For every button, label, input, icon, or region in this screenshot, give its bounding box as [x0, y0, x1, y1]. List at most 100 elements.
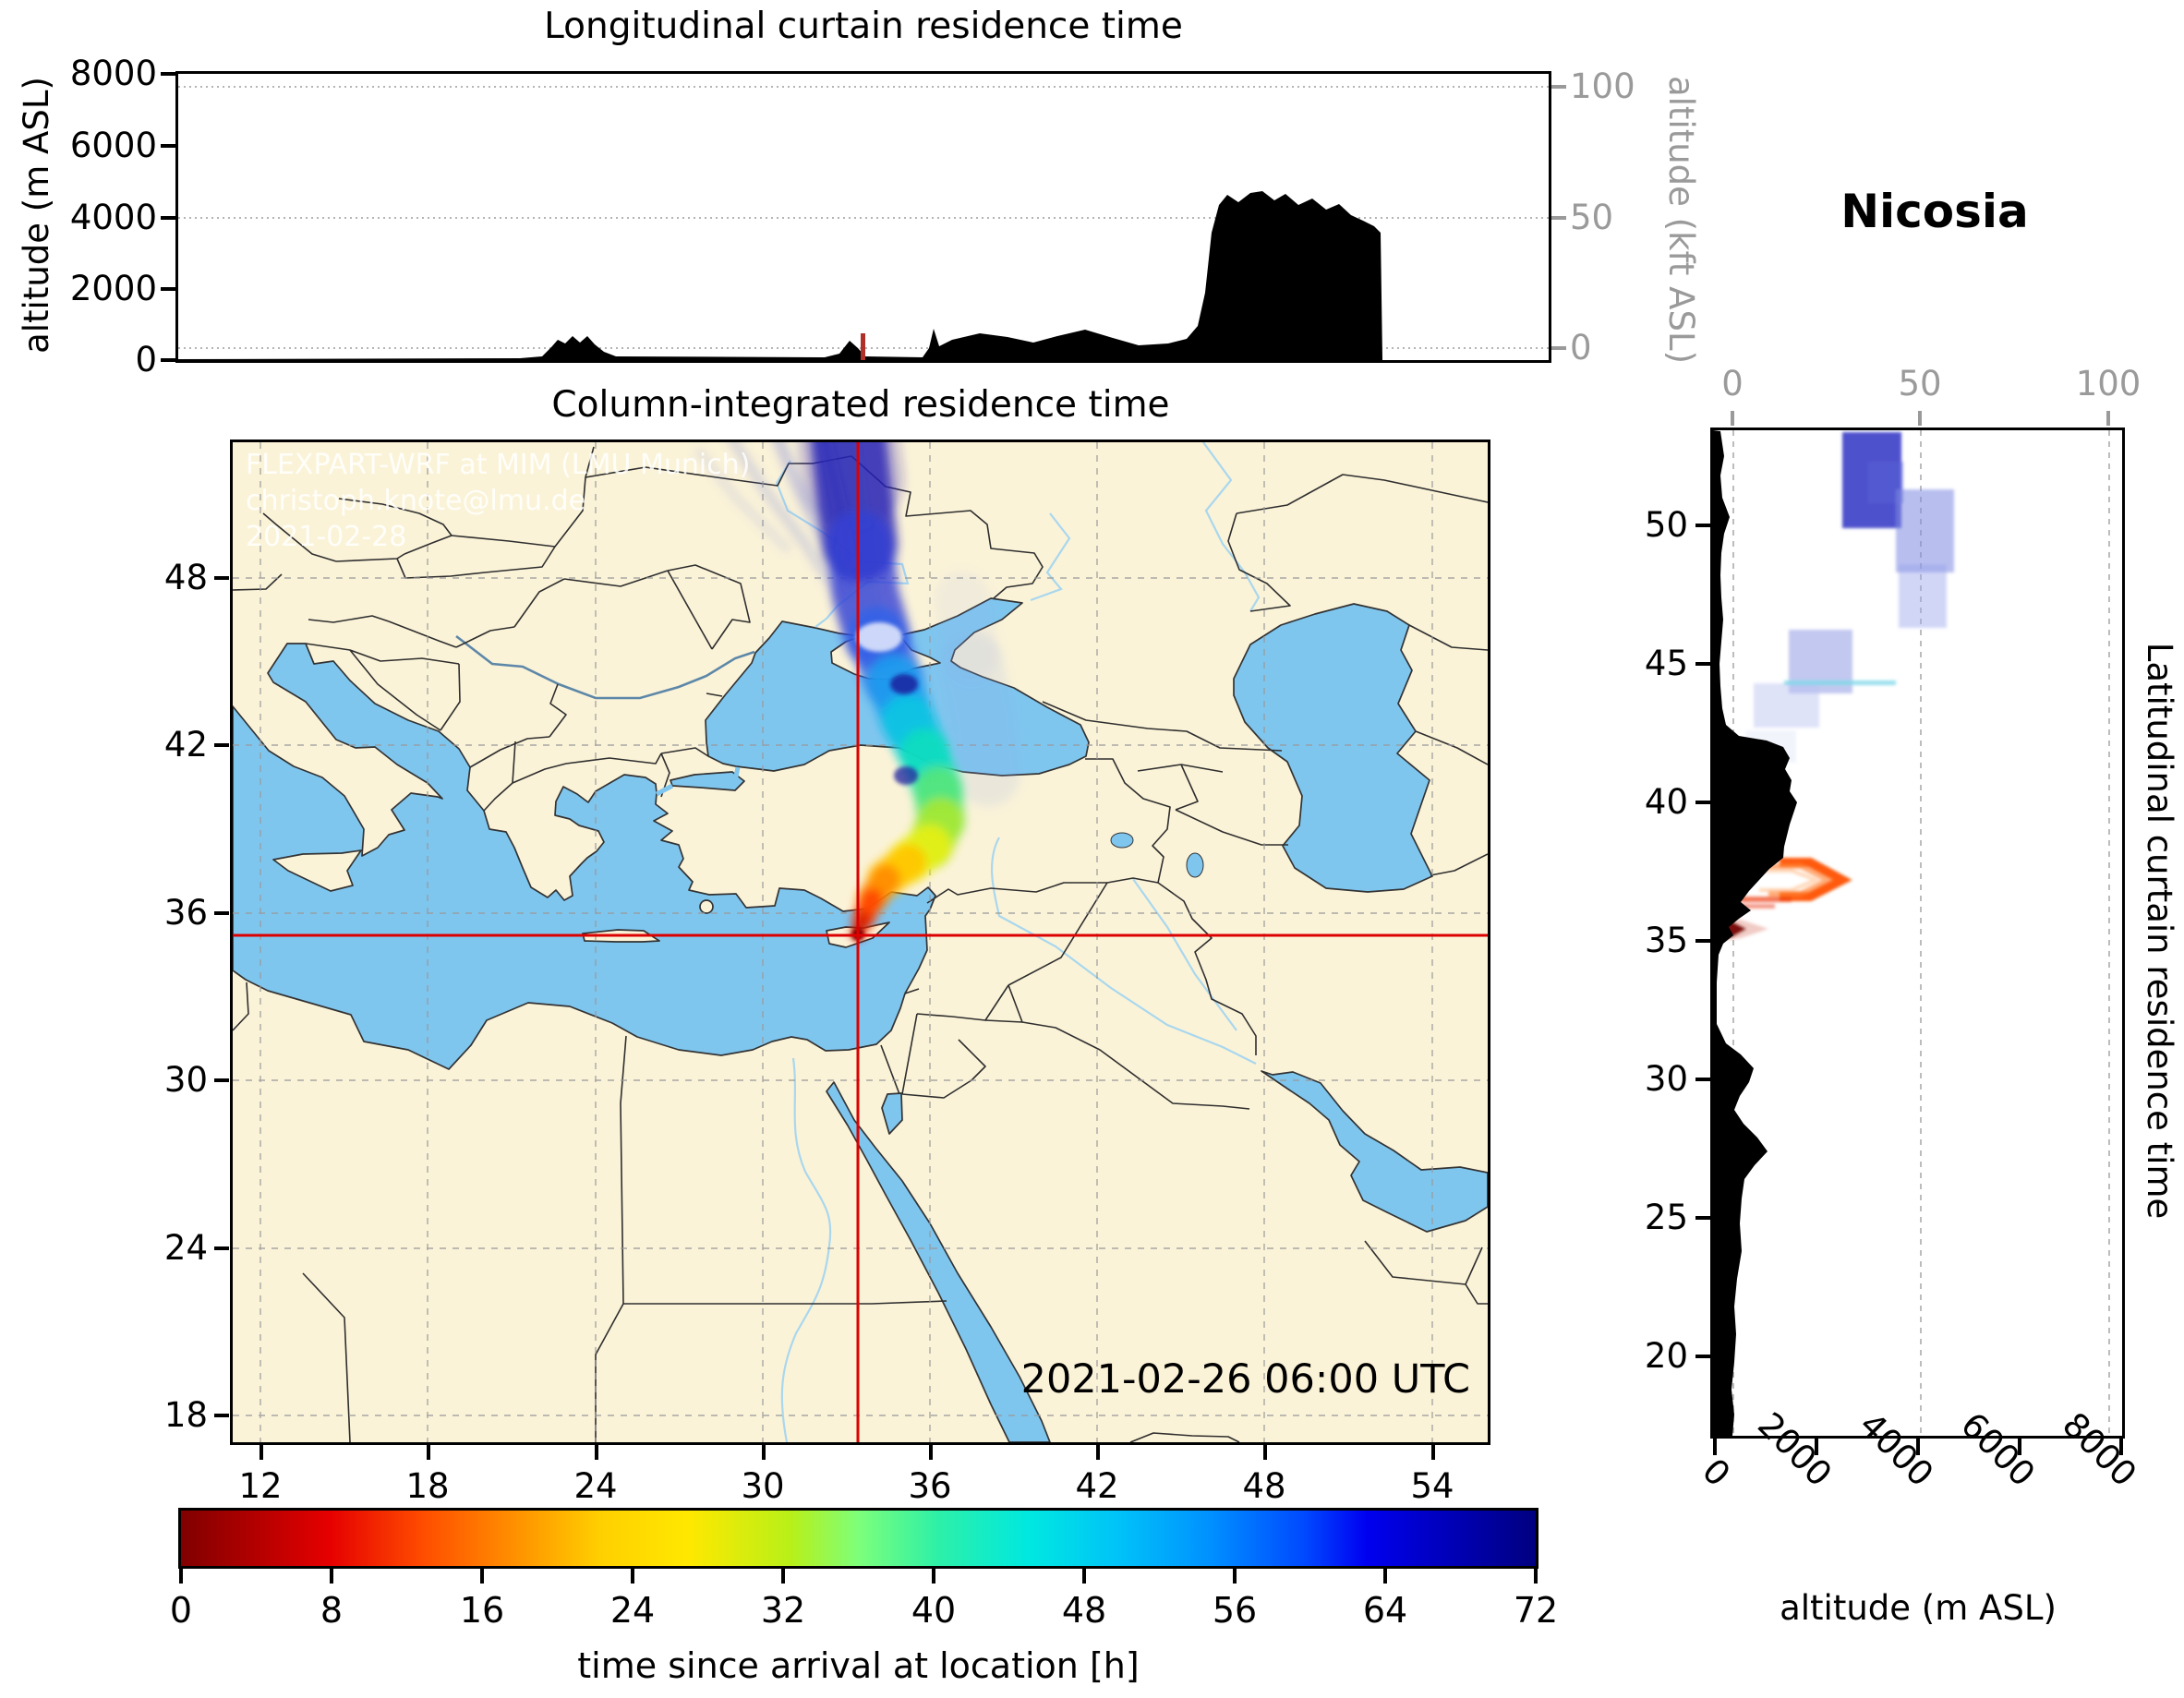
rp-ytickmark: [1695, 662, 1710, 666]
watermark-line-2: christoph.knote@lmu.de: [246, 485, 586, 517]
rp-toptickmark: [1731, 411, 1734, 426]
terrain-silhouette-longitudinal: [178, 191, 1382, 360]
crosshair: [233, 442, 1488, 1442]
map-xtick-24: 24: [573, 1466, 618, 1506]
rp-ytickmark: [1695, 801, 1710, 804]
cb-tickmark: [1383, 1569, 1387, 1584]
rp-toptickmark: [1918, 411, 1922, 426]
patch-blue-62h: [1896, 489, 1954, 572]
tp-ytick-right-0: 0: [1570, 328, 1592, 367]
cb-tick-8: 8: [320, 1590, 344, 1631]
cb-tick-16: 16: [459, 1590, 505, 1631]
map-xtick-12: 12: [238, 1466, 283, 1506]
rp-xtickmark: [1815, 1439, 1818, 1455]
rp-ytickmark: [1695, 1355, 1710, 1358]
rp-right-label: Latitudinal curtain residence time: [2140, 642, 2179, 1220]
patch-cyan-line: [1784, 680, 1896, 685]
map-ytick-42: 42: [163, 725, 208, 765]
map-xtick-18: 18: [405, 1466, 450, 1506]
map-xtick-54: 54: [1410, 1466, 1454, 1506]
rp-xtickmark: [1713, 1439, 1717, 1455]
map-ytick-36: 36: [163, 893, 208, 933]
rivers: [455, 442, 1261, 1442]
cb-tickmark: [932, 1569, 935, 1584]
dnieper-river: [775, 460, 910, 628]
rp-residence-patches: [1713, 432, 1954, 942]
patch-blue-58h: [1899, 564, 1947, 628]
cb-tickmark: [1534, 1569, 1538, 1584]
cb-tick-72: 72: [1513, 1590, 1559, 1631]
terrain-silhouette-latitudinal: [1713, 430, 1797, 1436]
rp-ytickmark: [1695, 524, 1710, 527]
cb-tickmark: [631, 1569, 634, 1584]
tp-ytick-4000: 4000: [69, 198, 157, 237]
map-panel-title: Column-integrated residence time: [551, 384, 1170, 426]
straits: [655, 766, 741, 797]
euphrates-river: [990, 837, 1257, 1065]
map-xtick-48: 48: [1242, 1466, 1286, 1506]
rp-toptick-50: 50: [1898, 364, 1942, 403]
cb-tickmark: [480, 1569, 484, 1584]
rp-xtickmark: [2119, 1439, 2123, 1455]
plume-eye-gap: [856, 622, 902, 652]
map-ytickmark: [214, 576, 229, 580]
persian-gulf: [1261, 1070, 1488, 1233]
longitudinal-curtain-panel: [175, 71, 1551, 363]
cb-tickmark: [330, 1569, 333, 1584]
sea-shapes: [233, 597, 1488, 1442]
map-xtickmark: [762, 1445, 766, 1460]
tigris-river: [1132, 878, 1237, 1031]
map-xtickmark: [1263, 1445, 1267, 1460]
tp-ytick-right-50: 50: [1570, 198, 1614, 237]
map-ytick-24: 24: [163, 1228, 208, 1268]
map-xtickmark: [929, 1445, 933, 1460]
rp-ytick-35: 35: [1644, 921, 1688, 960]
tp-ytick-2000: 2000: [69, 269, 157, 308]
mediterranean-sea: [233, 643, 936, 1070]
rp-ytick-45: 45: [1644, 644, 1688, 683]
tp-ytick-right-100: 100: [1570, 66, 1635, 106]
cb-tickmark: [1233, 1569, 1237, 1584]
tp-ytick-8000: 8000: [69, 54, 157, 93]
tp-ylabel: altitude (m ASL): [17, 77, 56, 354]
map-ytickmark: [214, 1246, 229, 1250]
watermark-line-1: FLEXPART-WRF at MIM (LMU Munich): [246, 449, 751, 481]
red-sea: [826, 1081, 1051, 1442]
rp-xtickmark: [1916, 1439, 1920, 1455]
plume-details: [851, 622, 918, 941]
latitudinal-curtain-plot: [1713, 430, 2110, 1436]
nile-river: [780, 1057, 832, 1442]
caspian-sea: [1233, 603, 1433, 893]
rp-toptick-100: 100: [2075, 364, 2142, 403]
gulf-of-aqaba: [881, 1092, 903, 1135]
map-plot: [233, 442, 1488, 1442]
tp-ytickmark-right: [1551, 346, 1566, 350]
don-river: [1030, 512, 1071, 602]
tp-ytickmark: [161, 287, 175, 291]
rp-ytick-20: 20: [1644, 1336, 1688, 1376]
sicily: [272, 849, 362, 892]
rp-ytick-30: 30: [1644, 1059, 1688, 1099]
rp-xlabel: altitude (m ASL): [1780, 1588, 2057, 1628]
plume-navy-blob-blacksea: [890, 674, 918, 694]
cb-tickmark: [1082, 1569, 1086, 1584]
tp-ytickmark: [161, 72, 175, 76]
map-xtickmark: [595, 1445, 598, 1460]
cb-tick-56: 56: [1212, 1590, 1258, 1631]
map-xtickmark: [1096, 1445, 1100, 1460]
map-ytick-30: 30: [163, 1060, 208, 1100]
rp-ytick-40: 40: [1644, 782, 1688, 822]
cb-tickmark: [179, 1569, 183, 1584]
map-xtick-30: 30: [741, 1466, 785, 1506]
cb-tick-40: 40: [911, 1590, 957, 1631]
colorbar: [178, 1508, 1538, 1569]
map-xtickmark: [259, 1445, 263, 1460]
tp-ytickmark: [161, 144, 175, 148]
map-ytickmark: [214, 1414, 229, 1417]
patch-blue-52h: [1754, 683, 1819, 728]
rp-ytickmark: [1695, 1078, 1710, 1081]
cb-tick-24: 24: [609, 1590, 656, 1631]
map-xtick-36: 36: [908, 1466, 952, 1506]
rp-xtickmark: [2018, 1439, 2021, 1455]
tp-ytick-0: 0: [135, 340, 157, 379]
